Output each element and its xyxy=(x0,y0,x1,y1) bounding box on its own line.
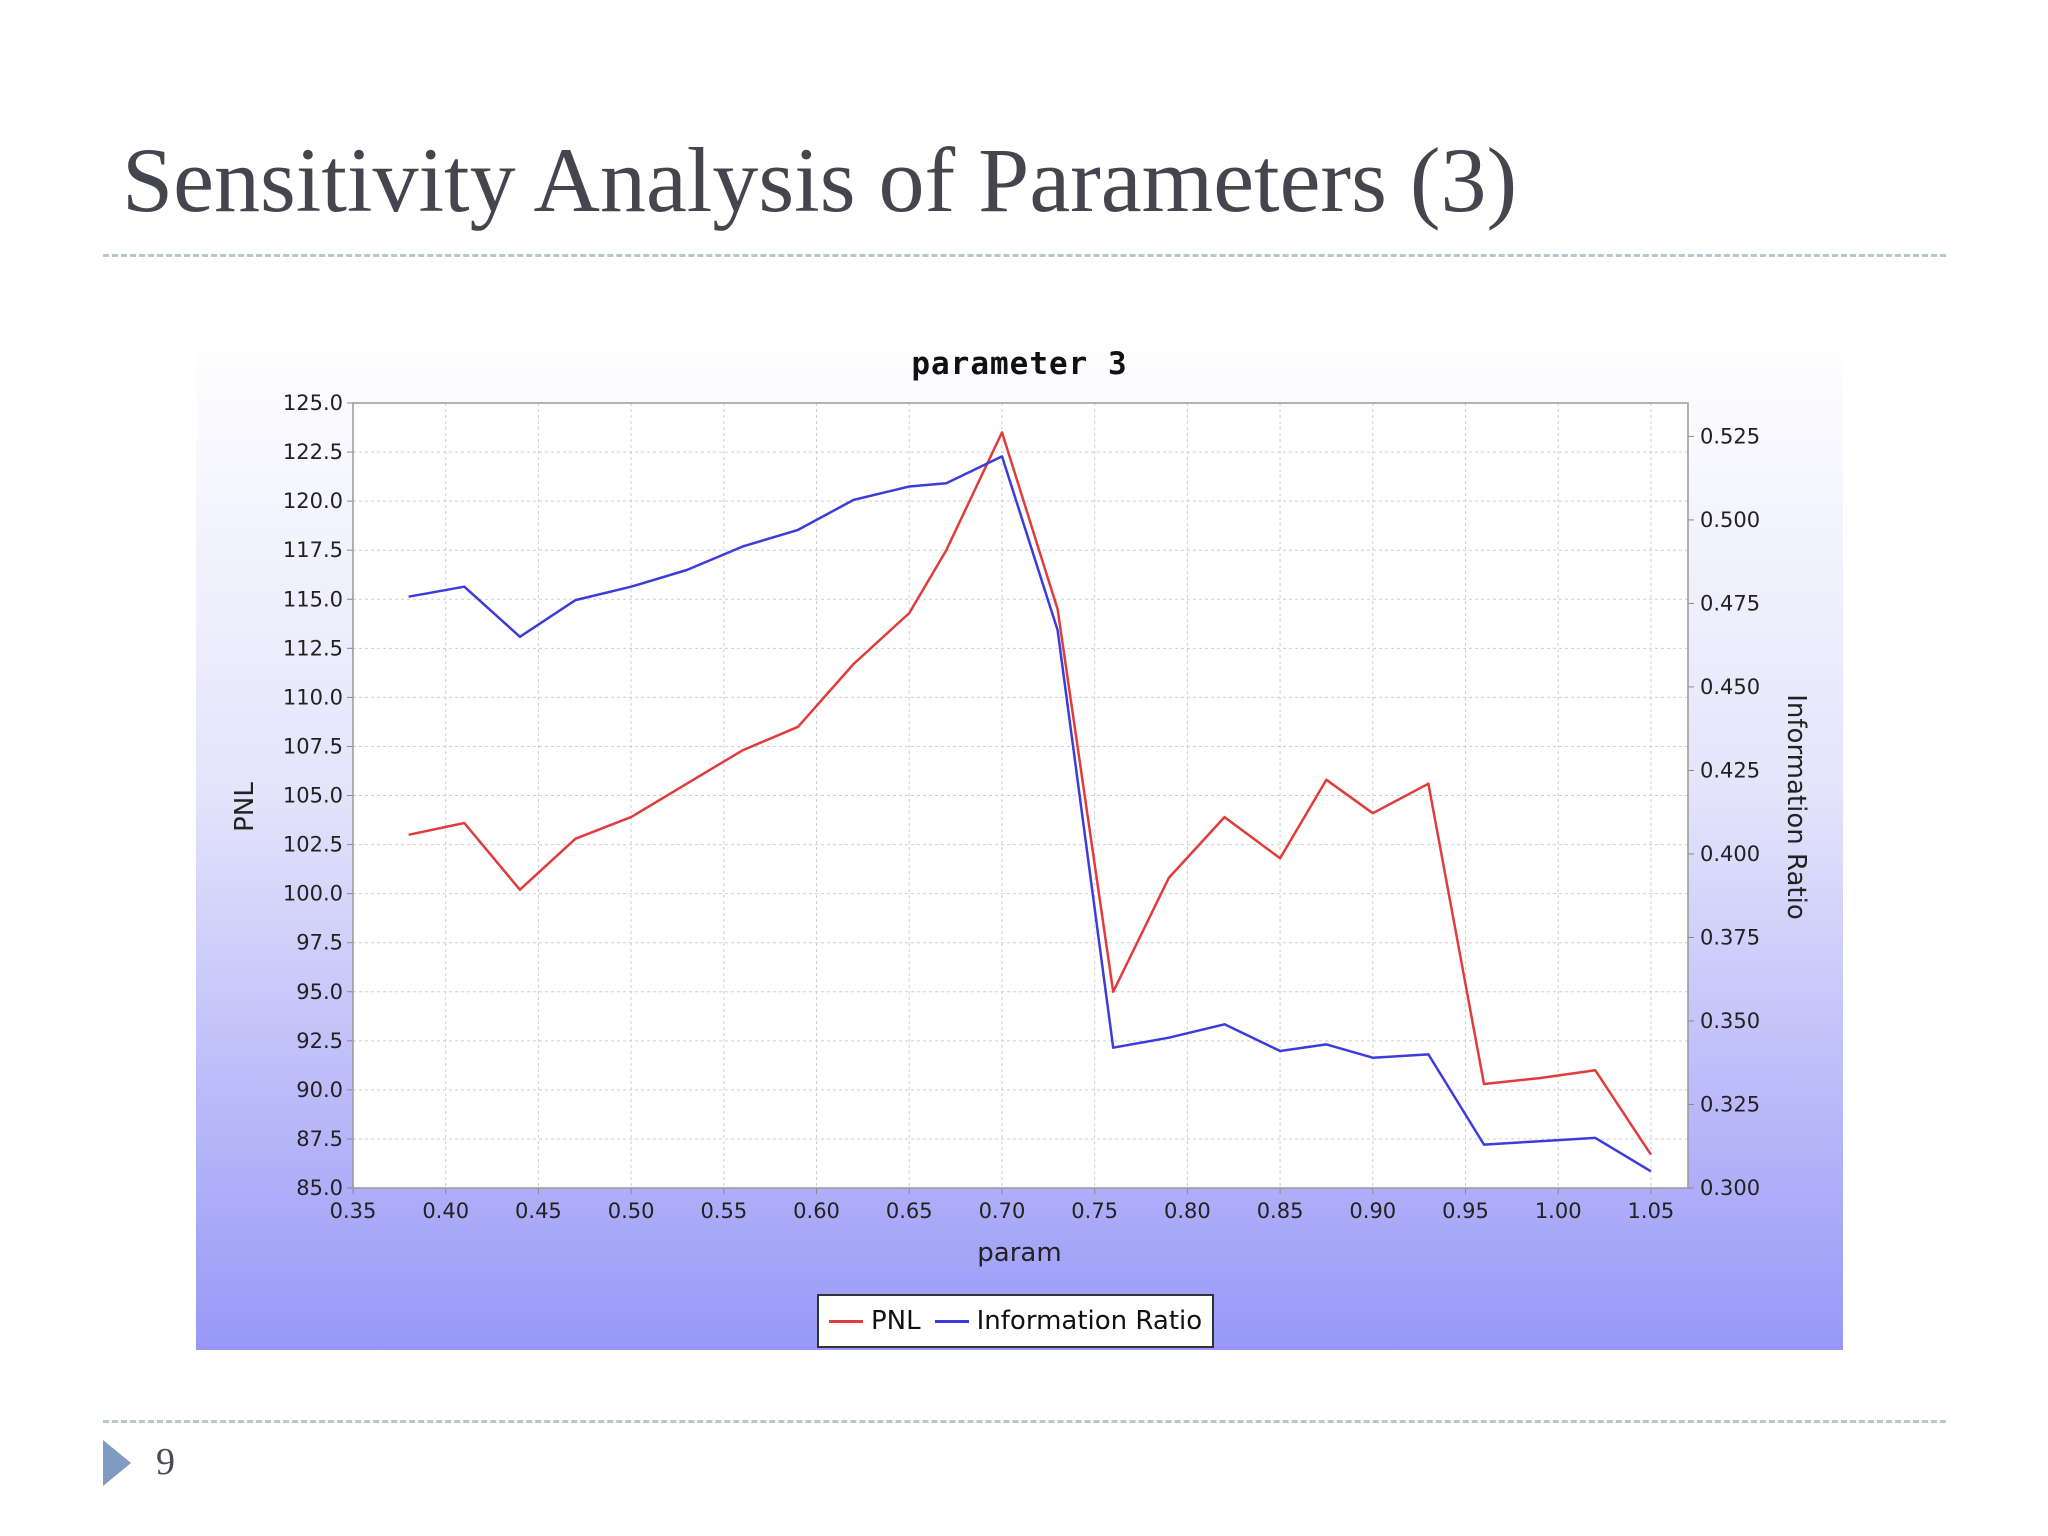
legend-item-information-ratio: Information Ratio xyxy=(934,1306,1203,1336)
x-tick-label: 0.80 xyxy=(1164,1199,1211,1223)
y-tick-label-left: 85.0 xyxy=(296,1176,343,1200)
legend-swatch-pnl xyxy=(829,1319,863,1323)
footer-divider xyxy=(103,1420,1946,1423)
legend-swatch-information-ratio xyxy=(934,1319,969,1323)
x-tick-label: 0.70 xyxy=(979,1199,1026,1223)
y-tick-label-right: 0.500 xyxy=(1700,508,1760,532)
triangle-bullet-icon xyxy=(103,1440,131,1486)
y-tick-label-right: 0.450 xyxy=(1700,675,1760,699)
x-tick-label: 0.95 xyxy=(1442,1199,1489,1223)
y-tick-label-left: 105.0 xyxy=(283,784,343,808)
slide-title: Sensitivity Analysis of Parameters (3) xyxy=(122,129,1518,231)
y-tick-label-left: 107.5 xyxy=(283,734,343,758)
y-tick-label-right: 0.325 xyxy=(1700,1092,1760,1116)
y-axis-label-left: PNL xyxy=(230,782,260,832)
chart-panel: 0.35 0.40 0.45 0.50 0.55 0.60 0.65 0.70 0.75 0.80… xyxy=(196,330,1843,1350)
y-tick-label-right: 0.425 xyxy=(1700,758,1760,782)
x-axis-label: param xyxy=(977,1238,1062,1268)
series-line-information-ratio xyxy=(408,455,1652,1173)
x-tick-label: 0.75 xyxy=(1071,1199,1118,1223)
x-tick-label: 0.85 xyxy=(1257,1199,1304,1223)
chart-legend: PNL Information Ratio xyxy=(817,1294,1215,1348)
y-tick-label-right: 0.525 xyxy=(1700,424,1760,448)
y-tick-label-left: 92.5 xyxy=(296,1029,343,1053)
y-tick-label-left: 110.0 xyxy=(283,685,343,709)
series-line-pnl xyxy=(408,431,1652,1156)
y-tick-label-right: 0.300 xyxy=(1700,1176,1760,1200)
x-tick-label: 0.65 xyxy=(886,1199,933,1223)
plot-border xyxy=(352,402,1689,1189)
legend-label-pnl: PNL xyxy=(871,1306,921,1336)
x-tick-label: 0.90 xyxy=(1349,1199,1396,1223)
y-axis-label-right: Information Ratio xyxy=(1781,694,1811,920)
title-divider xyxy=(103,254,1946,257)
y-tick-label-right: 0.350 xyxy=(1700,1009,1760,1033)
y-tick-label-left: 112.5 xyxy=(283,636,343,660)
x-tick-label: 0.40 xyxy=(422,1199,469,1223)
y-tick-label-left: 120.0 xyxy=(283,489,343,513)
y-tick-label-left: 122.5 xyxy=(283,440,343,464)
x-tick-label: 0.55 xyxy=(700,1199,747,1223)
x-tick-label: 0.60 xyxy=(793,1199,840,1223)
y-tick-label-left: 125.0 xyxy=(283,391,343,415)
x-tick-label: 0.45 xyxy=(515,1199,562,1223)
y-tick-label-left: 100.0 xyxy=(283,882,343,906)
chart-title: parameter 3 xyxy=(911,346,1128,382)
y-tick-label-left: 95.0 xyxy=(296,980,343,1004)
chart-canvas: 0.35 0.40 0.45 0.50 0.55 0.60 0.65 0.70 0.75 0.80… xyxy=(283,391,1760,1223)
legend-item-pnl: PNL xyxy=(829,1306,921,1336)
x-tick-label: 1.05 xyxy=(1628,1199,1675,1223)
y-tick-label-left: 102.5 xyxy=(283,833,343,857)
y-tick-label-right: 0.400 xyxy=(1700,842,1760,866)
y-tick-label-left: 117.5 xyxy=(283,538,343,562)
y-tick-label-right: 0.475 xyxy=(1700,591,1760,615)
y-tick-label-left: 87.5 xyxy=(296,1127,343,1151)
x-tick-label: 0.50 xyxy=(608,1199,655,1223)
y-tick-label-left: 115.0 xyxy=(283,587,343,611)
y-tick-label-left: 90.0 xyxy=(296,1078,343,1102)
y-tick-label-left: 97.5 xyxy=(296,931,343,955)
legend-label-information-ratio: Information Ratio xyxy=(976,1306,1203,1336)
page-number: 9 xyxy=(156,1441,175,1483)
x-tick-label: 1.00 xyxy=(1535,1199,1582,1223)
x-tick-label: 0.35 xyxy=(330,1199,377,1223)
y-tick-label-right: 0.375 xyxy=(1700,925,1760,949)
